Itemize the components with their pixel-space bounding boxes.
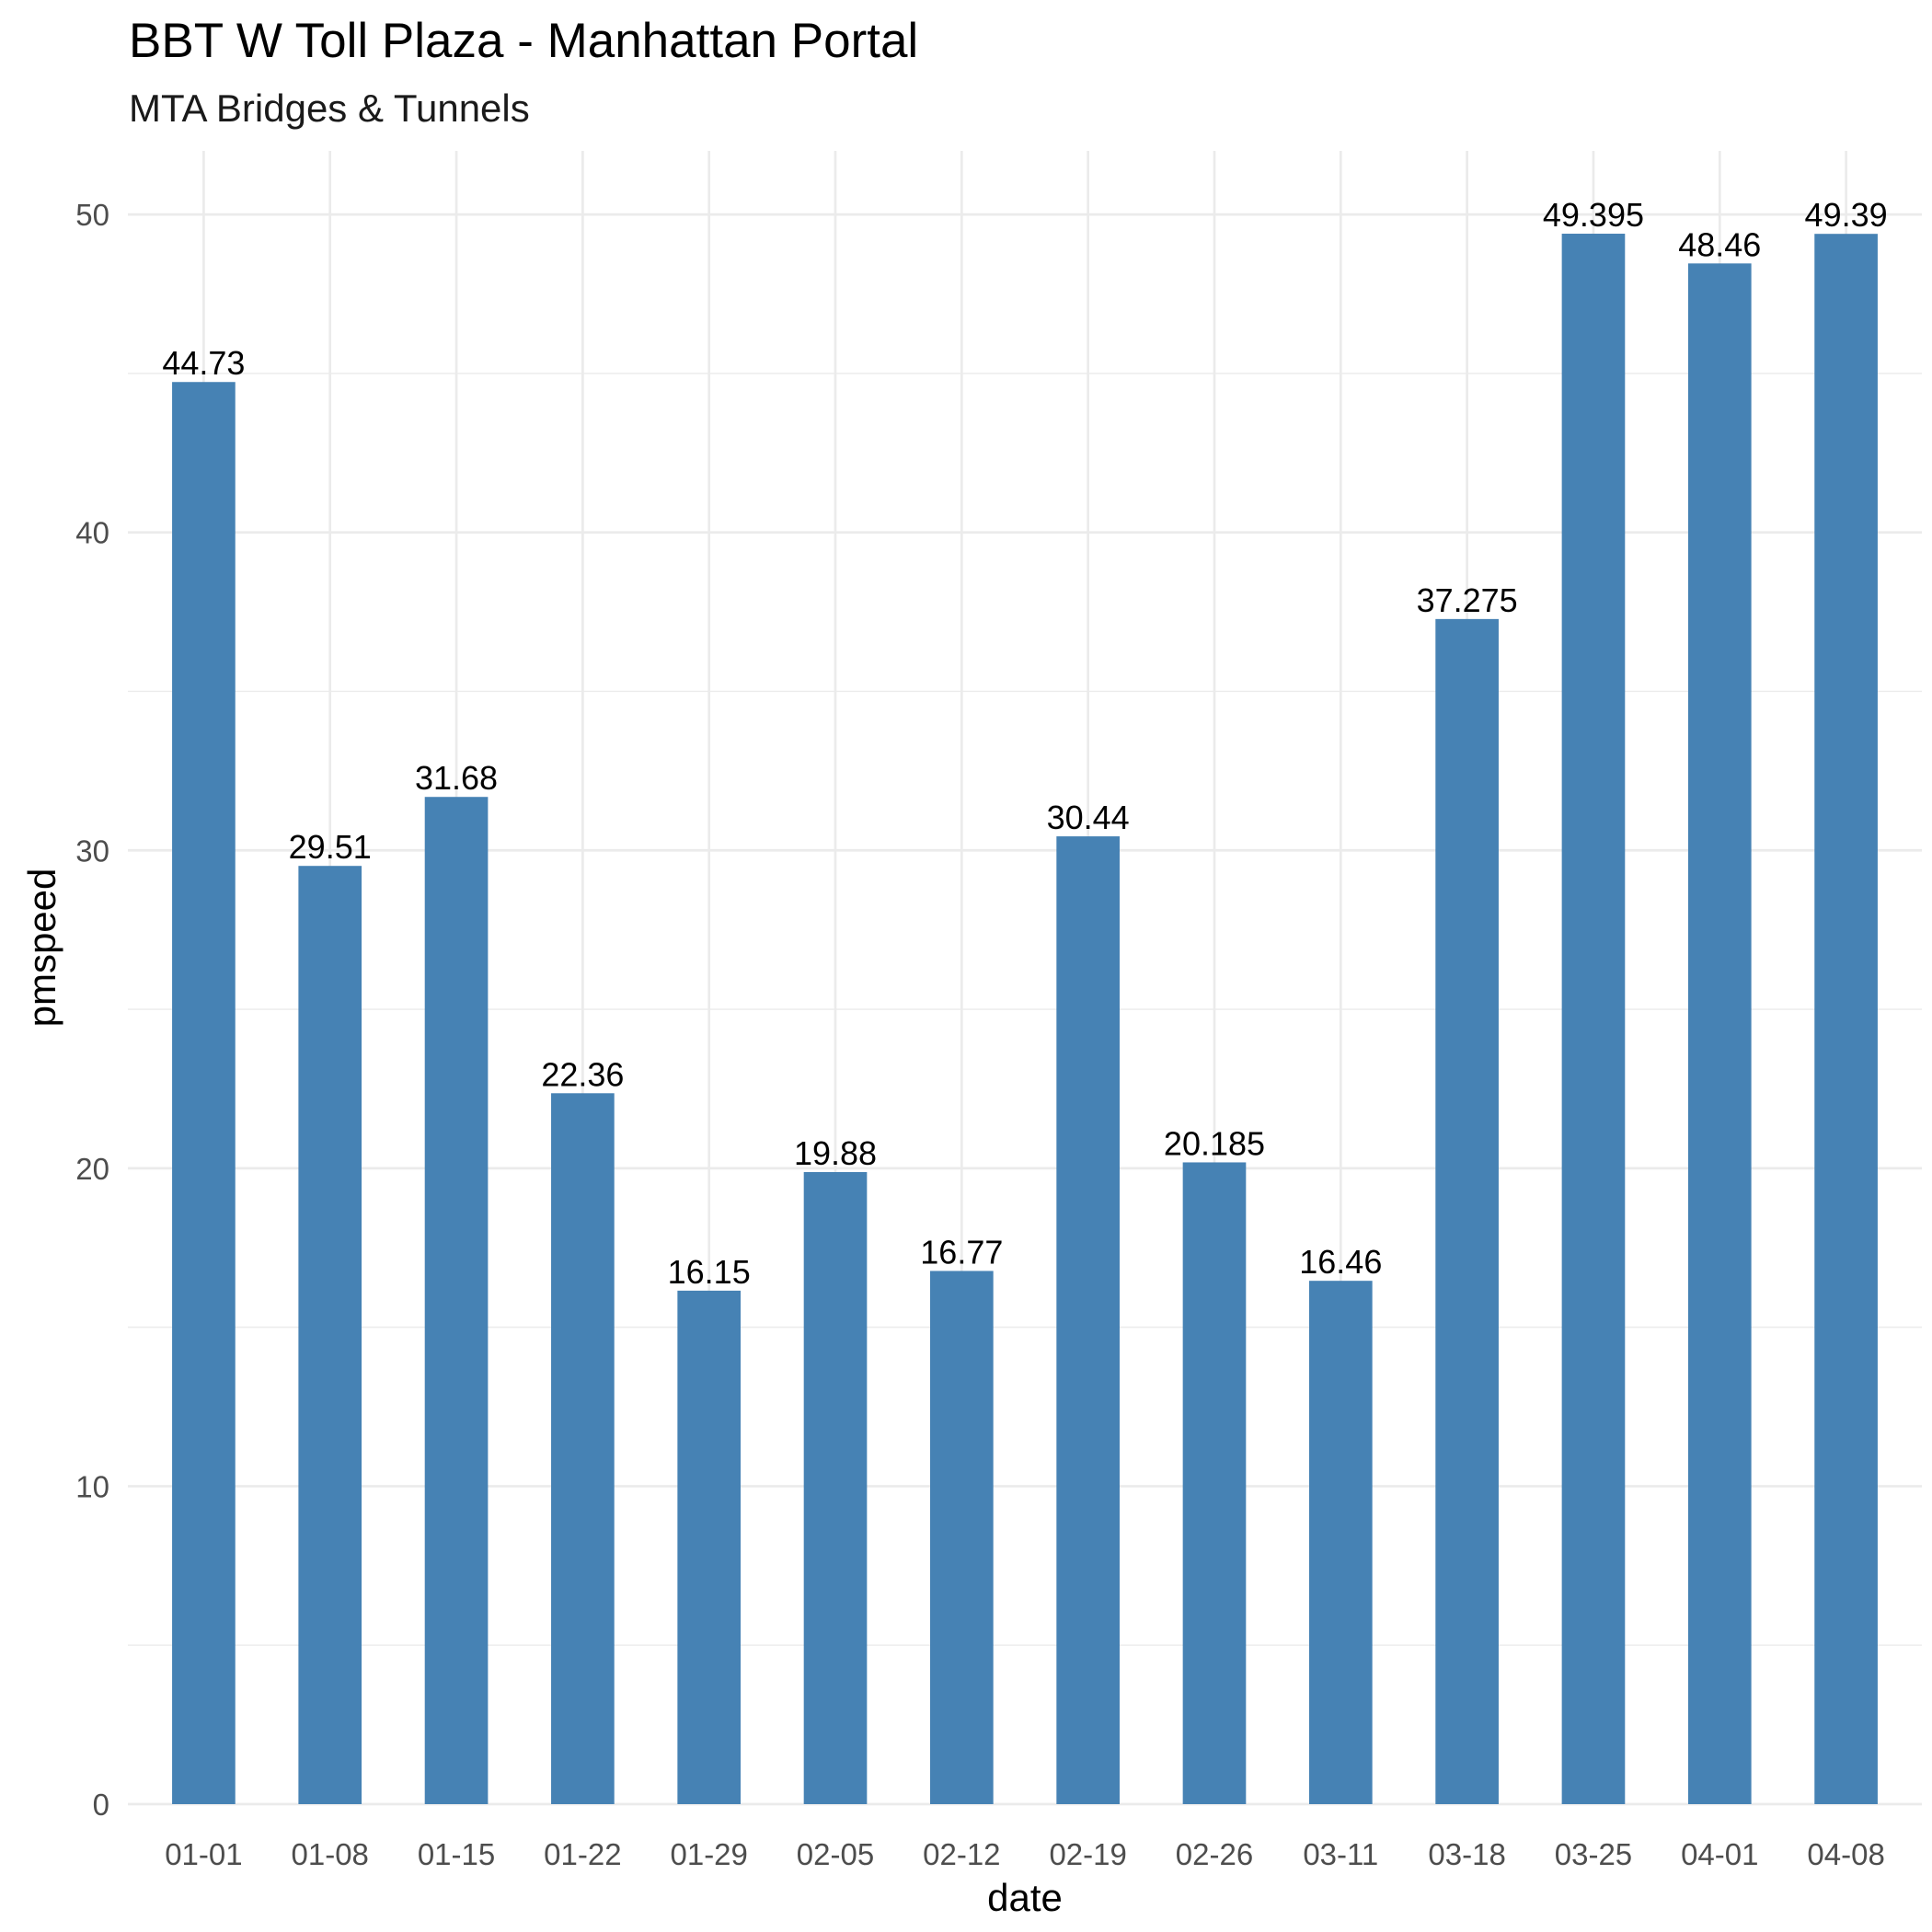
y-tick-label: 40 bbox=[75, 516, 109, 550]
x-tick-label: 02-05 bbox=[797, 1837, 874, 1871]
x-tick-label: 04-08 bbox=[1807, 1837, 1884, 1871]
bar bbox=[1435, 618, 1499, 1804]
bar bbox=[677, 1290, 742, 1804]
bar bbox=[1814, 234, 1878, 1805]
x-axis-ticks: 01-01 01-08 01-15 01-22 01-29 02-05 02-12 02-19… bbox=[165, 1837, 1885, 1871]
data-label: 37.275 bbox=[1417, 581, 1518, 619]
data-label: 44.73 bbox=[162, 344, 245, 382]
x-tick-label: 02-19 bbox=[1049, 1837, 1126, 1871]
x-tick-label: 03-18 bbox=[1428, 1837, 1505, 1871]
data-label: 20.185 bbox=[1164, 1124, 1265, 1162]
bar bbox=[1056, 836, 1120, 1804]
bar bbox=[1308, 1281, 1373, 1804]
data-label: 16.15 bbox=[668, 1253, 751, 1291]
bar bbox=[803, 1171, 868, 1804]
x-tick-label: 01-22 bbox=[544, 1837, 621, 1871]
bar bbox=[551, 1093, 615, 1804]
bars bbox=[172, 234, 1878, 1805]
bar bbox=[1687, 263, 1752, 1804]
x-tick-label: 04-01 bbox=[1681, 1837, 1758, 1871]
y-tick-label: 10 bbox=[75, 1469, 109, 1503]
y-tick-label: 30 bbox=[75, 834, 109, 868]
x-tick-label: 03-11 bbox=[1303, 1837, 1378, 1871]
bar bbox=[1561, 234, 1626, 1804]
data-label: 49.39 bbox=[1805, 196, 1888, 234]
x-tick-label: 01-08 bbox=[292, 1837, 369, 1871]
x-tick-label: 03-25 bbox=[1555, 1837, 1632, 1871]
data-label: 16.77 bbox=[920, 1233, 1003, 1271]
y-tick-label: 50 bbox=[75, 198, 109, 232]
gridlines bbox=[128, 151, 1922, 1806]
chart-title: BBT W Toll Plaza - Manhattan Portal bbox=[129, 14, 918, 68]
y-tick-label: 20 bbox=[75, 1152, 109, 1186]
data-label: 30.44 bbox=[1047, 799, 1130, 836]
x-tick-label: 02-12 bbox=[923, 1837, 1000, 1871]
bar bbox=[298, 866, 362, 1804]
bar bbox=[930, 1271, 994, 1804]
y-axis-title: pmspeed bbox=[20, 868, 63, 1028]
data-label: 16.46 bbox=[1299, 1243, 1382, 1281]
data-label: 19.88 bbox=[794, 1134, 877, 1172]
data-labels: 44.73 29.51 31.68 22.36 16.15 19.88 16.77 30.44… bbox=[162, 196, 1887, 1291]
y-tick-label: 0 bbox=[93, 1788, 109, 1822]
bar bbox=[172, 382, 236, 1805]
bar bbox=[424, 797, 489, 1804]
data-label: 22.36 bbox=[541, 1055, 624, 1093]
data-label: 31.68 bbox=[415, 759, 498, 797]
x-tick-label: 01-15 bbox=[418, 1837, 495, 1871]
x-tick-label: 01-29 bbox=[670, 1837, 747, 1871]
x-tick-label: 01-01 bbox=[165, 1837, 242, 1871]
data-label: 48.46 bbox=[1678, 225, 1761, 263]
data-label: 29.51 bbox=[289, 828, 372, 866]
x-axis-title: date bbox=[987, 1876, 1063, 1919]
data-label: 49.395 bbox=[1543, 196, 1644, 234]
x-tick-label: 02-26 bbox=[1176, 1837, 1253, 1871]
chart-subtitle: MTA Bridges & Tunnels bbox=[129, 86, 530, 130]
y-axis-ticks: 0 10 20 30 40 50 bbox=[75, 198, 109, 1822]
bar bbox=[1182, 1162, 1247, 1804]
